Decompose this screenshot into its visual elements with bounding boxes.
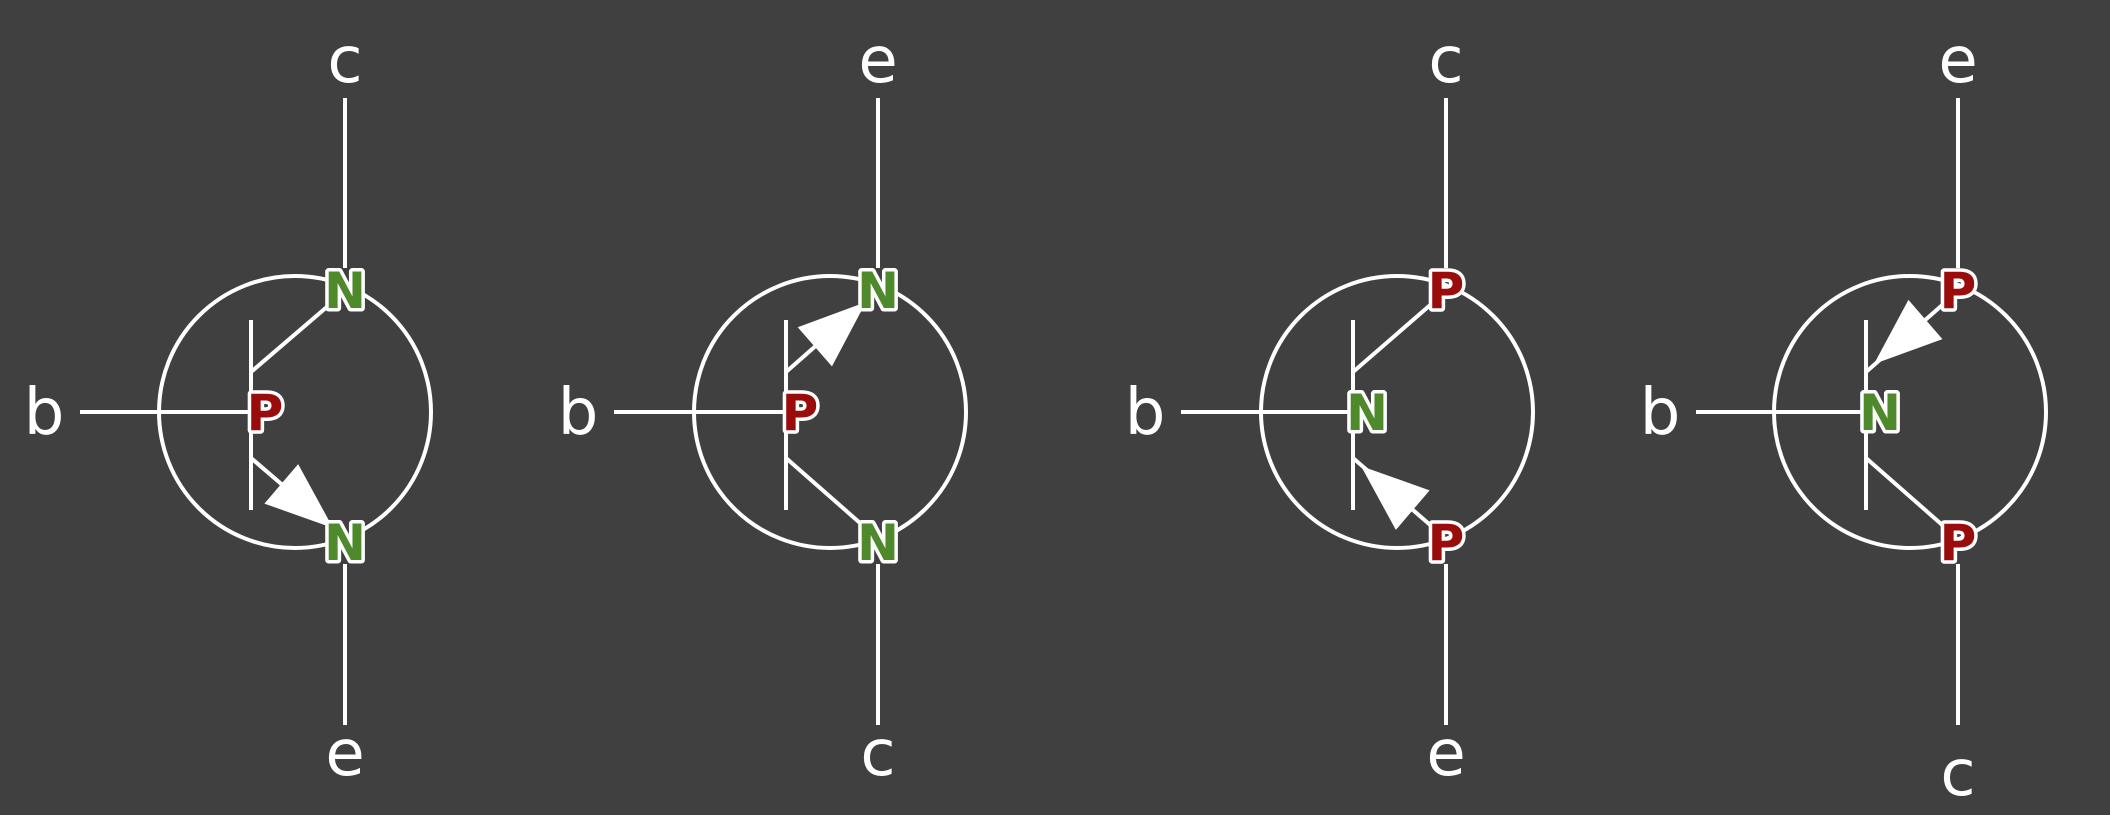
bottom-terminal-label: e <box>325 717 364 791</box>
emitter-arrow <box>797 302 866 367</box>
base-terminal-label: b <box>558 376 599 450</box>
top-region-label: N <box>857 262 899 320</box>
base-region-label: N <box>1859 384 1901 442</box>
top-terminal-label: c <box>327 24 362 98</box>
bottom-terminal-label: c <box>1940 737 1975 811</box>
transistor-symbol: c e b N P N <box>24 24 433 791</box>
emitter-arrow <box>1361 466 1430 530</box>
base-region-label: P <box>247 384 284 442</box>
transistor-symbol: c e b P N P <box>1125 24 1535 791</box>
bottom-connection <box>784 456 870 532</box>
top-terminal-label: e <box>1938 24 1977 98</box>
top-terminal-label: c <box>1428 24 1463 98</box>
bottom-terminal-label: e <box>1426 717 1465 791</box>
bottom-region-label: P <box>1428 514 1465 572</box>
base-region-label: N <box>1346 384 1388 442</box>
bottom-connection <box>1864 456 1950 532</box>
base-region-label: P <box>782 384 819 442</box>
base-terminal-label: b <box>24 376 65 450</box>
top-region-label: P <box>1428 262 1465 320</box>
emitter-arrow <box>1874 299 1943 364</box>
bottom-region-label: N <box>324 514 366 572</box>
top-connection <box>1351 298 1438 374</box>
top-region-label: N <box>324 262 366 320</box>
emitter-arrow <box>264 464 333 528</box>
top-region-label: P <box>1940 262 1977 320</box>
bottom-region-label: P <box>1940 514 1977 572</box>
top-terminal-label: e <box>858 24 897 98</box>
top-connection <box>249 298 337 374</box>
base-terminal-label: b <box>1640 376 1681 450</box>
transistor-symbol: e c b P N P <box>1640 24 2048 811</box>
bottom-region-label: N <box>857 514 899 572</box>
bottom-terminal-label: c <box>860 717 895 791</box>
transistor-symbol: e c b N P N <box>558 24 968 791</box>
base-terminal-label: b <box>1125 376 1166 450</box>
